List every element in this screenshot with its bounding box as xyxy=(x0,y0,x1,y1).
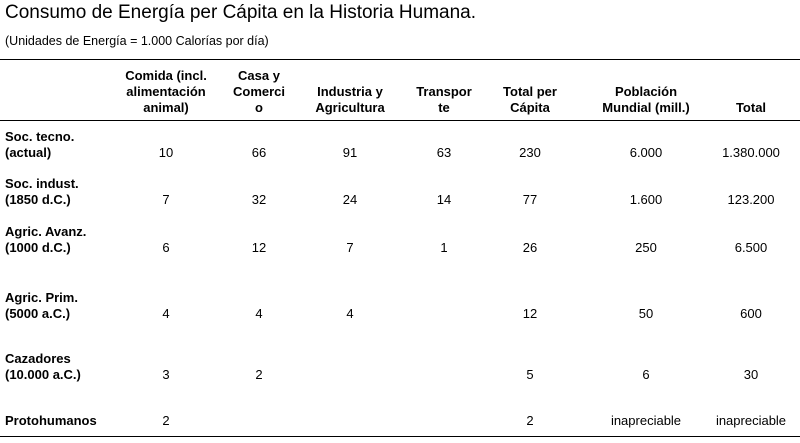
column-header: Casa y xyxy=(238,68,280,83)
table-cell: 2 xyxy=(255,367,263,382)
table-cell: 4 xyxy=(346,306,354,321)
table-cell: 1 xyxy=(440,240,448,255)
table-title: Consumo de Energía per Cápita en la Hist… xyxy=(5,2,477,23)
column-header: Transpor xyxy=(416,84,472,99)
column-header: te xyxy=(438,100,450,115)
table-cell: 1.380.000 xyxy=(722,145,780,160)
column-header: Mundial (mill.) xyxy=(602,100,690,115)
row-label: (10.000 a.C.) xyxy=(5,367,81,382)
column-header: Total xyxy=(735,100,767,115)
row-label: Protohumanos xyxy=(5,413,97,428)
table-cell: 1.600 xyxy=(629,192,663,207)
column-header: Agricultura xyxy=(315,100,385,115)
row-label: Cazadores xyxy=(5,351,71,366)
column-header: o xyxy=(255,100,263,115)
table-cell: 6 xyxy=(162,240,170,255)
table-cell: 7 xyxy=(162,192,170,207)
table-bottom-rule xyxy=(0,436,800,437)
table-cell: 50 xyxy=(638,306,654,321)
table-cell: 230 xyxy=(519,145,541,160)
table-cell: 24 xyxy=(342,192,358,207)
column-header: Comerci xyxy=(232,84,286,99)
row-label: Soc. tecno. xyxy=(5,129,75,144)
table-cell: inapreciable xyxy=(610,413,682,428)
column-header: alimentación xyxy=(126,84,206,99)
column-header: Total per xyxy=(503,84,557,99)
table-cell: 6.000 xyxy=(629,145,663,160)
header-bottom-rule xyxy=(0,120,800,121)
column-header: Comida (incl. xyxy=(125,68,207,83)
table-cell: 91 xyxy=(342,145,358,160)
column-header: animal) xyxy=(143,100,189,115)
table-cell: 2 xyxy=(526,413,534,428)
table-cell: 3 xyxy=(162,367,170,382)
table-cell: inapreciable xyxy=(715,413,787,428)
table-subtitle: (Unidades de Energía = 1.000 Calorías po… xyxy=(5,34,269,48)
table-cell: 6 xyxy=(642,367,650,382)
table-cell: 63 xyxy=(436,145,452,160)
header-top-rule xyxy=(0,59,800,60)
table-cell: 600 xyxy=(740,306,762,321)
row-label: Agric. Prim. xyxy=(5,290,78,305)
table-cell: 10 xyxy=(158,145,174,160)
column-header: Industria y xyxy=(317,84,383,99)
table-cell: 26 xyxy=(522,240,538,255)
table-cell: 7 xyxy=(346,240,354,255)
row-label: (1000 d.C.) xyxy=(5,240,71,255)
table-cell: 4 xyxy=(162,306,170,321)
table-cell: 250 xyxy=(635,240,657,255)
table-cell: 4 xyxy=(255,306,263,321)
table-cell: 123.200 xyxy=(727,192,775,207)
row-label: Soc. indust. xyxy=(5,176,79,191)
table-cell: 77 xyxy=(522,192,538,207)
row-label: (1850 d.C.) xyxy=(5,192,71,207)
row-label: Agric. Avanz. xyxy=(5,224,87,239)
table-cell: 14 xyxy=(436,192,452,207)
table-cell: 2 xyxy=(162,413,170,428)
table-cell: 5 xyxy=(526,367,534,382)
table-cell: 6.500 xyxy=(734,240,768,255)
row-label: (actual) xyxy=(5,145,52,160)
table-cell: 12 xyxy=(251,240,267,255)
table-cell: 66 xyxy=(251,145,267,160)
table-cell: 32 xyxy=(251,192,267,207)
table-cell: 12 xyxy=(522,306,538,321)
table-cell: 30 xyxy=(743,367,759,382)
column-header: Cápita xyxy=(510,100,550,115)
column-header: Población xyxy=(614,84,678,99)
row-label: (5000 a.C.) xyxy=(5,306,71,321)
